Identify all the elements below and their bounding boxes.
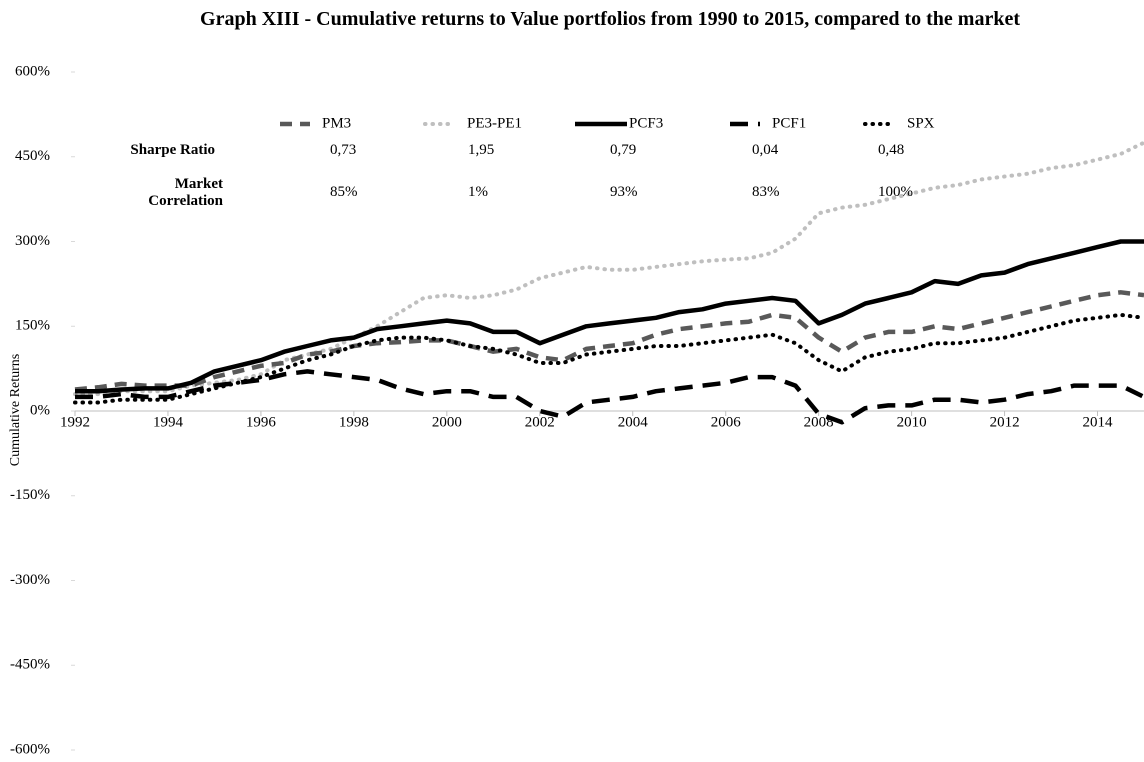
y-tick-label: 0% xyxy=(30,402,50,418)
chart-title: Graph XIII - Cumulative returns to Value… xyxy=(200,8,1020,30)
x-tick-label: 2012 xyxy=(990,414,1020,430)
x-tick-label: 2002 xyxy=(525,414,555,430)
legend-label: PCF3 xyxy=(629,115,663,131)
stats-cell: 1,95 xyxy=(468,142,495,158)
series-line xyxy=(75,369,1144,425)
x-tick-label: 2014 xyxy=(1083,414,1114,430)
stats-cell: 0,73 xyxy=(330,142,357,158)
x-tick-label: 1998 xyxy=(339,414,369,430)
stats-row-label: Sharpe Ratio xyxy=(130,142,215,158)
y-tick-label: -300% xyxy=(10,572,50,588)
stats-cell: 100% xyxy=(878,184,913,200)
stats-cell: 1% xyxy=(468,184,488,200)
stats-cell: 0,48 xyxy=(878,142,905,158)
stats-cell: 0,79 xyxy=(610,142,637,158)
legend-label: PCF1 xyxy=(772,115,806,131)
x-tick-label: 2004 xyxy=(618,414,649,430)
x-tick-label: 1994 xyxy=(153,414,184,430)
stats-cell: 93% xyxy=(610,184,638,200)
x-tick-label: 1996 xyxy=(246,414,277,430)
stats-cell: 0,04 xyxy=(752,142,779,158)
x-tick-label: 2000 xyxy=(432,414,462,430)
legend-label: PE3-PE1 xyxy=(467,115,522,131)
stats-row-label: Market Correlation xyxy=(148,176,223,209)
y-tick-label: 450% xyxy=(15,148,50,164)
stats-cell: 85% xyxy=(330,184,358,200)
series-line xyxy=(73,140,1144,397)
y-axis-label: Cumulative Returns xyxy=(8,354,23,466)
y-tick-label: 600% xyxy=(15,63,50,79)
series-line xyxy=(75,239,1144,394)
legend-label: PM3 xyxy=(322,115,351,131)
legend-label: SPX xyxy=(907,115,935,131)
series-line xyxy=(73,312,1144,405)
y-tick-label: 150% xyxy=(15,318,50,334)
series-line xyxy=(74,290,1144,392)
y-tick-label: 300% xyxy=(15,233,50,249)
x-tick-label: 2010 xyxy=(897,414,927,430)
x-tick-label: 1992 xyxy=(60,414,90,430)
y-tick-label: -150% xyxy=(10,487,50,503)
y-tick-label: -600% xyxy=(10,741,50,757)
x-tick-label: 2006 xyxy=(711,414,742,430)
stats-cell: 83% xyxy=(752,184,780,200)
y-tick-label: -450% xyxy=(10,657,50,673)
